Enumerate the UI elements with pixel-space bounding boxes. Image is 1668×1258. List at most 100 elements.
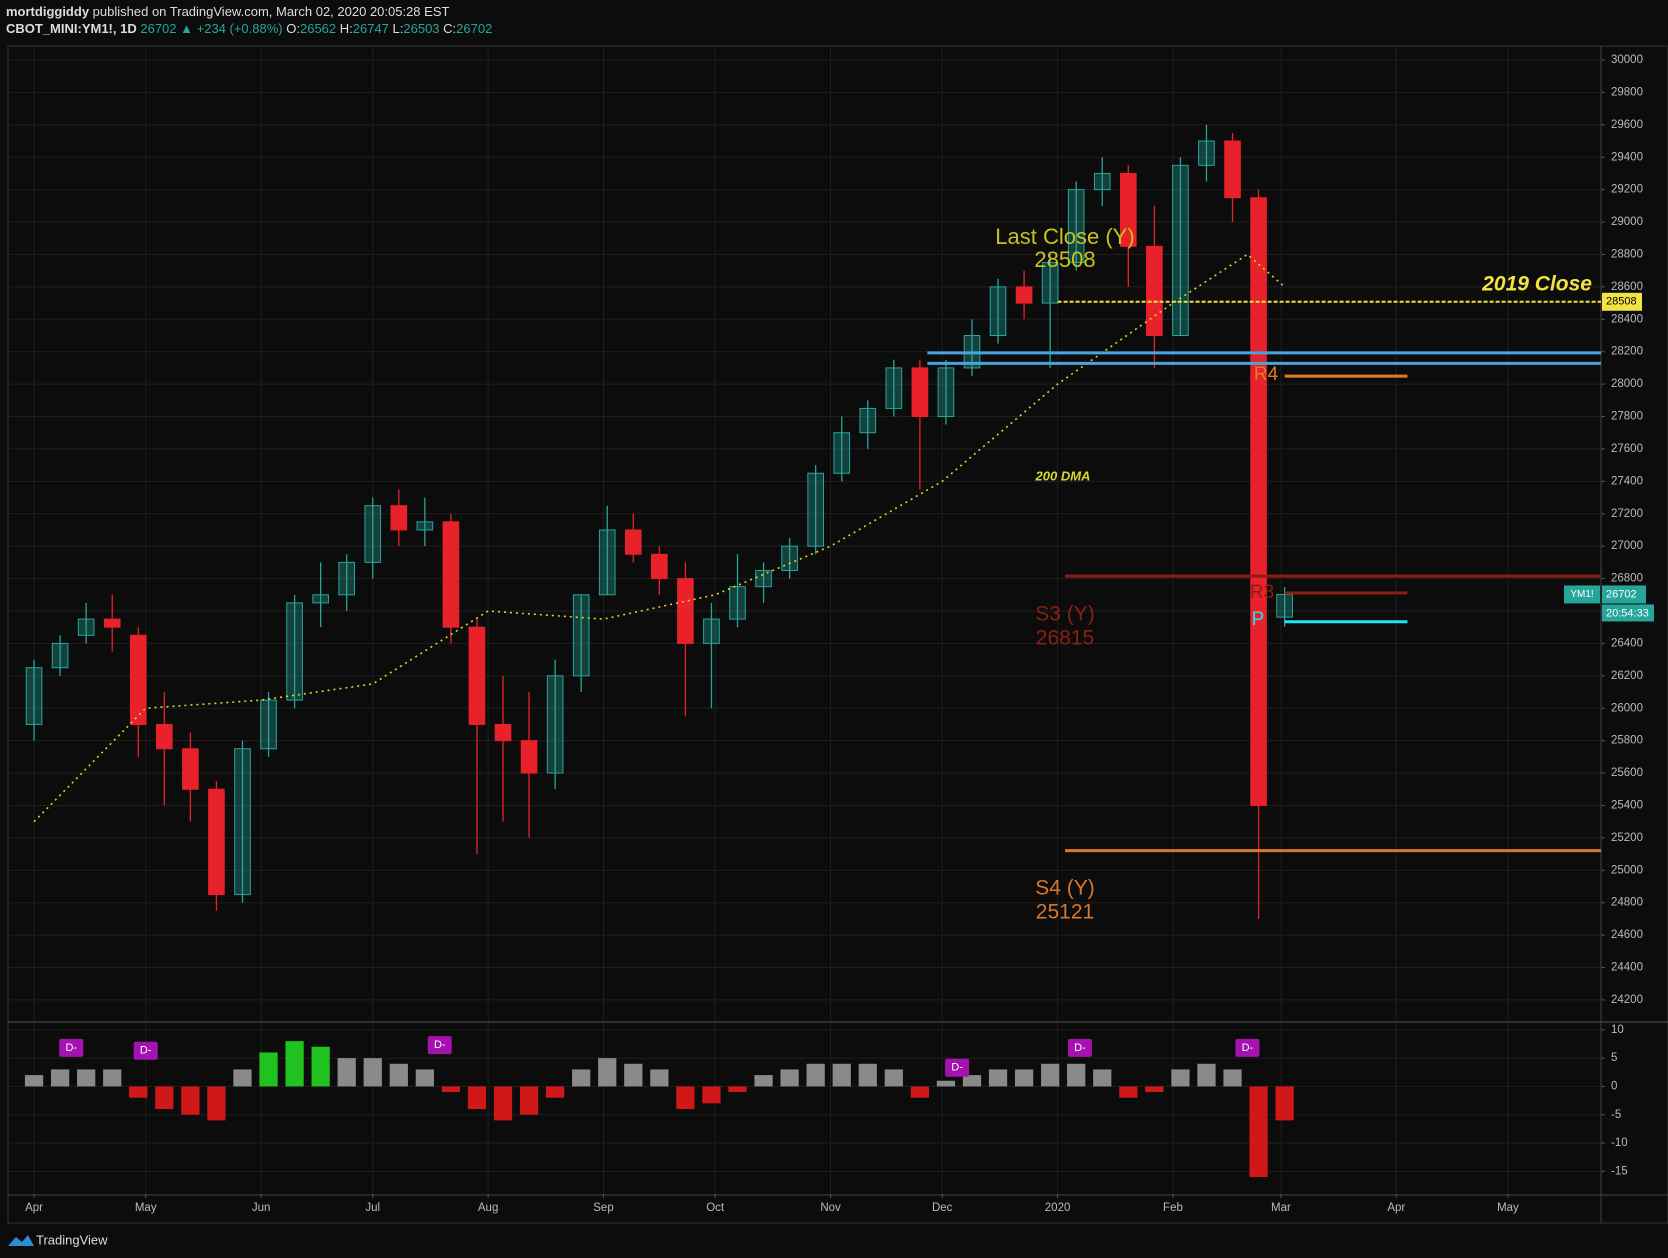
oscillator-bar xyxy=(832,1063,851,1087)
header-line: mortdiggiddy published on TradingView.co… xyxy=(6,4,449,19)
ohlc-label: H: xyxy=(340,21,353,36)
y-tick-label: 27200 xyxy=(1611,508,1643,520)
oscillator-bar xyxy=(1171,1069,1190,1087)
oscillator-bar xyxy=(806,1063,825,1087)
candle-body xyxy=(624,529,642,555)
y-tick-label: 25000 xyxy=(1611,864,1643,876)
candle-body xyxy=(677,578,694,644)
published: published on TradingView.com, March 02, … xyxy=(93,4,450,19)
candle-body xyxy=(807,472,824,547)
y-tick-label: 27000 xyxy=(1611,540,1643,552)
y-tick-label: 28800 xyxy=(1611,248,1643,260)
candle-body xyxy=(416,521,434,531)
candle-body xyxy=(234,748,251,896)
y-tick-label: 25800 xyxy=(1611,735,1643,747)
candle-body xyxy=(51,642,69,669)
oscillator-bar xyxy=(1119,1086,1138,1098)
candle-body xyxy=(520,740,538,774)
symbol: CBOT_MINI:YM1!, 1D xyxy=(6,21,137,36)
last-close-label: Last Close (Y) xyxy=(995,224,1134,249)
oscillator-bar xyxy=(676,1086,695,1110)
y-tick-label: 10 xyxy=(1611,1024,1624,1036)
ohlc-value: 26562 xyxy=(300,21,336,36)
oscillator-bar xyxy=(285,1041,304,1087)
y-tick-label: 0 xyxy=(1611,1080,1617,1092)
level-label: S3 (Y) xyxy=(1035,603,1095,626)
y-tick-label: 27600 xyxy=(1611,443,1643,455)
candle-body xyxy=(1250,197,1267,806)
candle-body xyxy=(729,586,746,620)
last-price: 26702 xyxy=(140,21,176,36)
candle-body xyxy=(989,286,1007,336)
oscillator-bar xyxy=(546,1086,565,1098)
level-label: P xyxy=(1252,609,1265,630)
candle-body xyxy=(129,634,147,725)
candle-body xyxy=(312,594,329,604)
oscillator-bar xyxy=(910,1086,929,1098)
oscillator-bar xyxy=(650,1069,669,1087)
level-value: 26815 xyxy=(1036,627,1094,650)
oscillator-bar xyxy=(389,1063,408,1087)
oscillator-bar xyxy=(1041,1063,1060,1087)
oscillator-bar xyxy=(415,1069,434,1087)
y-tick-label: 29800 xyxy=(1611,86,1643,98)
last-close-value: 28508 xyxy=(1034,247,1095,272)
y-tick-label: 26000 xyxy=(1611,702,1643,714)
brand: TradingView xyxy=(8,1232,108,1247)
candle-body xyxy=(77,618,95,636)
signal-label: D- xyxy=(434,1039,446,1051)
y-tick-label: -15 xyxy=(1611,1165,1628,1177)
candle-body xyxy=(1067,189,1085,264)
quote-line: CBOT_MINI:YM1!, 1D 26702 ▲ +234 (+0.88%)… xyxy=(6,21,492,36)
y-tick-label: 24400 xyxy=(1611,962,1643,974)
ticker-tag xyxy=(1564,585,1600,604)
candle-body xyxy=(755,569,772,588)
candle-body xyxy=(703,618,720,644)
y-tick-label: 24600 xyxy=(1611,929,1643,941)
oscillator-bar xyxy=(754,1075,773,1087)
oscillator-bar xyxy=(1197,1063,1216,1087)
signal-label: D- xyxy=(140,1045,152,1057)
change: ▲ +234 (+0.88%) xyxy=(180,21,282,36)
oscillator-bar xyxy=(1014,1069,1034,1087)
y-tick-label: 28000 xyxy=(1611,378,1643,390)
oscillator-bar xyxy=(181,1086,200,1115)
x-tick-label: May xyxy=(1497,1202,1519,1214)
oscillator-bar xyxy=(493,1086,513,1121)
frame xyxy=(7,45,1668,1224)
signal-label: D- xyxy=(951,1062,963,1074)
x-tick-label: Sep xyxy=(593,1202,613,1214)
level-label: 2019 Close xyxy=(1481,272,1592,295)
level-label: S4 (Y) xyxy=(1035,877,1095,900)
x-tick-label: 2020 xyxy=(1045,1202,1071,1214)
level-value: 25121 xyxy=(1036,901,1094,924)
candle-body xyxy=(651,553,668,580)
price-tag xyxy=(1602,585,1646,604)
candle-body xyxy=(494,723,512,742)
oscillator-bar xyxy=(311,1046,330,1087)
y-tick-label: 30000 xyxy=(1611,54,1643,66)
x-tick-label: Apr xyxy=(25,1202,43,1214)
candle-body xyxy=(1146,245,1163,336)
x-tick-label: Nov xyxy=(820,1202,841,1214)
ohlc-value: 26747 xyxy=(353,21,389,36)
signal-label: D- xyxy=(1074,1042,1086,1054)
candle-body xyxy=(1224,140,1241,199)
y-tick-label: 26200 xyxy=(1611,670,1643,682)
brand-logo xyxy=(8,1235,34,1246)
candle-body xyxy=(182,748,199,790)
x-tick-label: Oct xyxy=(706,1202,725,1214)
signal-label: D- xyxy=(65,1042,77,1054)
candle-body xyxy=(1093,172,1111,191)
y-tick-label: 28600 xyxy=(1611,281,1643,293)
candle-body xyxy=(442,521,460,628)
oscillator-bar xyxy=(50,1069,70,1087)
candle-body xyxy=(572,594,590,677)
candle-body xyxy=(546,675,564,774)
y-tick-label: 26400 xyxy=(1611,637,1643,649)
candle-body xyxy=(1015,286,1033,304)
oscillator-bar xyxy=(259,1052,278,1087)
candle-body xyxy=(937,367,955,418)
